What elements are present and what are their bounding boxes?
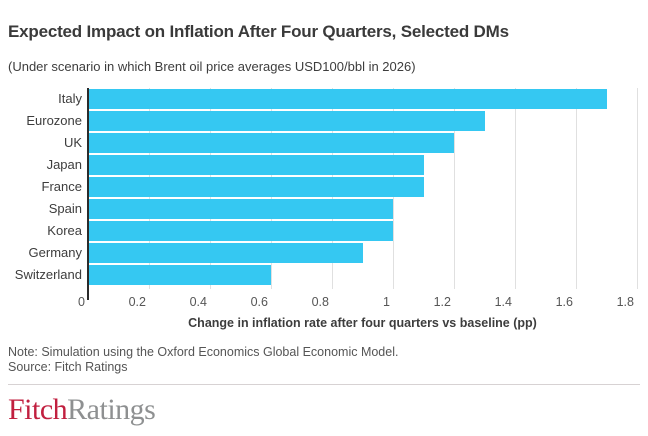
category-label: Italy — [58, 91, 82, 106]
footer-divider — [8, 384, 640, 385]
x-tick-label: 0.6 — [250, 295, 268, 309]
chart-subtitle: (Under scenario in which Brent oil price… — [8, 59, 416, 74]
x-tick-label: 1.6 — [555, 295, 573, 309]
chart-title: Expected Impact on Inflation After Four … — [8, 22, 509, 41]
bar — [89, 155, 424, 175]
category-label: Japan — [46, 157, 82, 172]
bar-row: Korea — [0, 220, 648, 242]
bar-chart: Italy Eurozone UK Japan France Spain Korea Germ… — [0, 88, 648, 338]
bar — [89, 265, 271, 285]
x-tick-label: 1.4 — [494, 295, 512, 309]
bar-row: Switzerland — [0, 264, 648, 286]
bar — [89, 243, 363, 263]
bar-row: France — [0, 176, 648, 198]
bar-row: Italy — [0, 88, 648, 110]
bar — [89, 89, 607, 109]
bar-row: UK — [0, 132, 648, 154]
category-label: Switzerland — [14, 267, 82, 282]
gridline — [454, 88, 455, 289]
category-label: France — [41, 179, 82, 194]
category-label: UK — [63, 135, 82, 150]
x-axis-title: Change in inflation rate after four quar… — [188, 316, 537, 330]
bar-row: Eurozone — [0, 110, 648, 132]
x-tick-label: 1 — [383, 295, 390, 309]
category-label: Spain — [48, 201, 82, 216]
x-tick-label: 0.4 — [189, 295, 207, 309]
category-label: Korea — [47, 223, 82, 238]
bar — [89, 111, 485, 131]
bar-row: Japan — [0, 154, 648, 176]
y-axis-line — [87, 88, 89, 300]
category-label: Eurozone — [26, 113, 82, 128]
x-tick-label: 1.2 — [433, 295, 451, 309]
bar-row: Germany — [0, 242, 648, 264]
bar — [89, 177, 424, 197]
x-tick-label: 1.8 — [616, 295, 634, 309]
gridline — [576, 88, 577, 289]
logo-ratings-text: Ratings — [67, 393, 156, 426]
bar — [89, 133, 454, 153]
x-tick-label: 0.2 — [128, 295, 146, 309]
fitch-ratings-logo: FitchRatings — [8, 393, 156, 427]
x-tick-label: 0 — [78, 295, 85, 309]
bar — [89, 199, 393, 219]
bar — [89, 221, 393, 241]
chart-note: Note: Simulation using the Oxford Econom… — [8, 345, 399, 359]
category-label: Germany — [28, 245, 82, 260]
chart-source: Source: Fitch Ratings — [8, 360, 128, 374]
x-tick-label: 0.8 — [311, 295, 329, 309]
bar-row: Spain — [0, 198, 648, 220]
gridline — [515, 88, 516, 289]
gridline — [637, 88, 638, 289]
logo-fitch-text: Fitch — [8, 393, 68, 426]
